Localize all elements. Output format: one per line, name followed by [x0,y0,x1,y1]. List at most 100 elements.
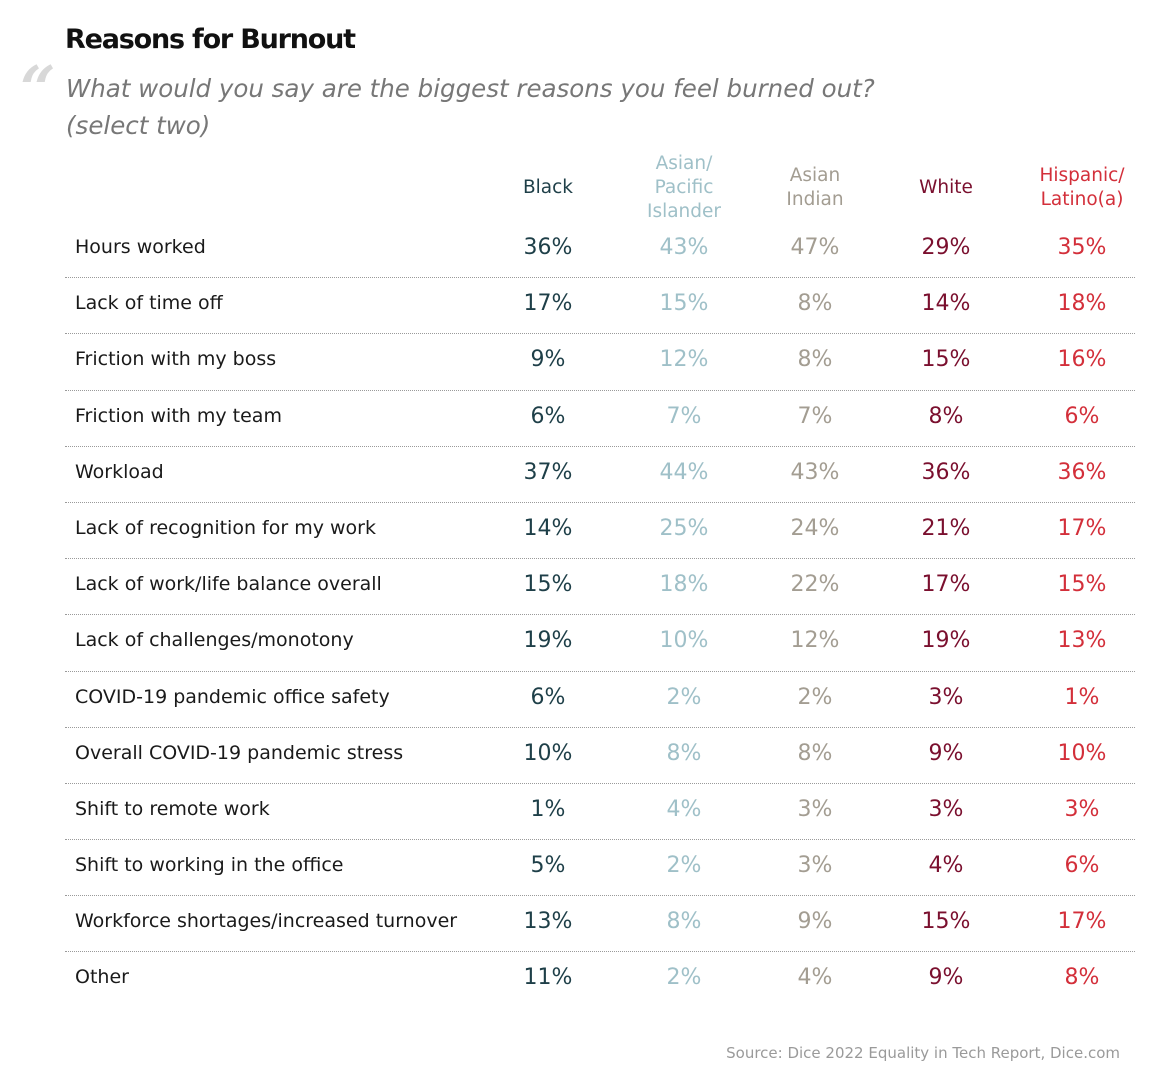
value-cell: 17% [523,291,573,317]
value-cell: 47% [790,235,840,260]
value-cell: 6% [530,684,566,710]
table-row: Lack of time off 17% 15% 8% 14% 18% [65,278,1135,335]
table-row: Lack of recognition for my work 14% 25% 24%… [65,503,1135,560]
value-cell: 17% [921,572,971,598]
value-cell: 5% [530,853,566,879]
value-cell: 3% [928,796,964,822]
table-row: Friction with my boss 9% 12% 8% 15% 16% [65,334,1135,391]
value-cell: 8% [1064,965,1100,991]
value-cell: 21% [921,515,971,541]
row-label: COVID-19 pandemic office safety [75,685,390,708]
table-row: Overall COVID-19 pandemic stress 10% 8% 8% 9… [65,728,1135,784]
column-header: Black [522,177,574,198]
chart-title: Reasons for Burnout [65,24,356,55]
value-cell: 36% [1057,459,1107,485]
value-cell: 25% [659,515,709,541]
table-row: Shift to remote work 1% 4% 3% 3% 3% [65,784,1135,841]
row-label: Workload [75,460,164,483]
value-cell: 2% [666,853,702,879]
value-cell: 15% [1057,572,1107,598]
row-label: Friction with my team [75,404,282,427]
value-cell: 8% [797,291,833,317]
value-cell: 8% [666,909,702,935]
value-cell: 9% [928,965,964,991]
value-cell: 4% [797,965,833,991]
value-cell: 18% [659,572,709,598]
table-row: COVID-19 pandemic office safety 6% 2% 2% 3% 1… [65,672,1135,728]
value-cell: 44% [659,459,709,485]
value-cell: 14% [523,515,573,541]
value-cell: 4% [928,853,964,879]
value-cell: 15% [921,909,971,935]
table-row: Shift to working in the office 5% 2% 3% 4% 6% [65,840,1135,897]
value-cell: 15% [659,291,709,317]
value-cell: 1% [530,796,566,822]
table-row: Hours worked 36% 43% 47% 29% 35% [65,222,1135,279]
row-label: Overall COVID-19 pandemic stress [75,741,404,764]
row-label: Shift to working in the office [75,854,344,877]
table-row: Lack of challenges/monotony 19% 10% 12% 19% 1… [65,615,1135,672]
value-cell: 17% [1057,909,1107,935]
value-cell: 1% [1064,684,1100,710]
table-row: Other 11% 2% 4% 9% 8% [65,952,1135,1008]
row-label: Friction with my boss [75,348,277,371]
column-header: Asian Indian [786,165,844,210]
source-note: Source: Dice 2022 Equality in Tech Repor… [726,1044,1120,1062]
value-cell: 8% [666,740,702,766]
row-label: Lack of challenges/monotony [75,629,354,652]
value-cell: 7% [797,403,833,429]
column-header: Asian/ Pacific Islander [646,153,722,222]
value-cell: 17% [1057,515,1107,541]
value-cell: 37% [523,459,573,485]
value-cell: 3% [797,796,833,822]
value-cell: 11% [523,965,573,991]
column-header: Hispanic/ Latino(a) [1039,165,1125,210]
value-cell: 19% [921,628,971,654]
value-cell: 22% [790,572,840,598]
table-row: Workload 37% 44% 43% 36% 36% [65,447,1135,503]
value-cell: 3% [928,684,964,710]
table-row: Lack of work/life balance overall 15% 18% 2… [65,559,1135,616]
value-cell: 29% [921,235,971,260]
value-cell: 24% [790,515,840,541]
table-row: Friction with my team 6% 7% 7% 8% 6% [65,391,1135,447]
value-cell: 14% [921,291,971,317]
value-cell: 10% [523,740,573,766]
value-cell: 35% [1057,235,1107,260]
value-cell: 13% [1057,628,1107,654]
value-cell: 8% [797,740,833,766]
value-cell: 4% [666,796,702,822]
value-cell: 15% [523,572,573,598]
value-cell: 9% [928,740,964,766]
column-header: White [919,177,973,198]
value-cell: 12% [790,628,840,654]
value-cell: 36% [523,235,573,260]
value-cell: 2% [666,965,702,991]
value-cell: 8% [797,347,833,373]
value-cell: 6% [1064,853,1100,879]
value-cell: 15% [921,347,971,373]
value-cell: 12% [659,347,709,373]
value-cell: 36% [921,459,971,485]
row-label: Workforce shortages/increased turnover [75,910,458,933]
value-cell: 3% [797,853,833,879]
value-cell: 43% [659,235,709,260]
data-table: Hours worked 36% 43% 47% 29% 35% Lack of time … [65,222,1135,1009]
value-cell: 19% [523,628,573,654]
row-label: Lack of time off [75,292,223,315]
value-cell: 3% [1064,796,1100,822]
row-label: Hours worked [75,236,206,258]
value-cell: 10% [1057,740,1107,766]
value-cell: 2% [797,684,833,710]
value-cell: 10% [659,628,709,654]
value-cell: 6% [530,403,566,429]
value-cell: 6% [1064,403,1100,429]
survey-question: What would you say are the biggest reaso… [66,74,875,140]
value-cell: 18% [1057,291,1107,317]
value-cell: 7% [666,403,702,429]
value-cell: 9% [797,909,833,935]
value-cell: 8% [928,403,964,429]
table-row: Workforce shortages/increased turnover 13… [65,896,1135,953]
value-cell: 43% [790,459,840,485]
row-label: Shift to remote work [75,797,270,820]
